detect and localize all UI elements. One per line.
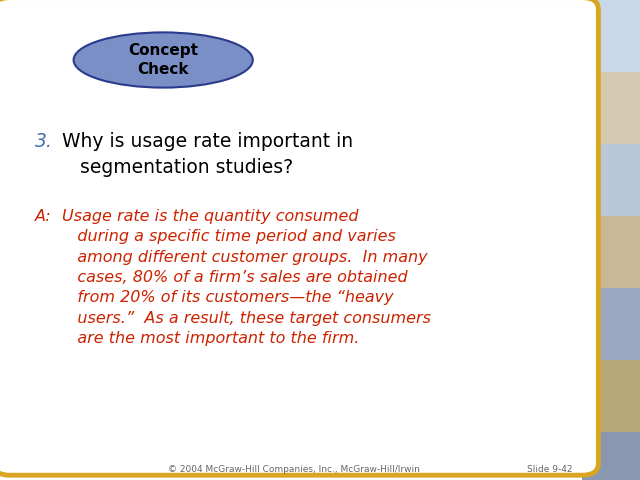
Text: Concept
Check: Concept Check — [128, 43, 198, 77]
Text: Usage rate is the quantity consumed
   during a specific time period and varies
: Usage rate is the quantity consumed duri… — [62, 209, 431, 346]
FancyBboxPatch shape — [582, 0, 640, 72]
FancyBboxPatch shape — [582, 360, 640, 432]
Text: © 2004 McGraw-Hill Companies, Inc., McGraw-Hill/Irwin: © 2004 McGraw-Hill Companies, Inc., McGr… — [168, 465, 420, 474]
FancyBboxPatch shape — [582, 288, 640, 360]
Text: A:: A: — [35, 209, 52, 224]
Ellipse shape — [74, 33, 253, 88]
FancyBboxPatch shape — [582, 144, 640, 216]
Text: Slide 9-42: Slide 9-42 — [527, 465, 573, 474]
Text: Why is usage rate important in
   segmentation studies?: Why is usage rate important in segmentat… — [62, 132, 353, 177]
FancyBboxPatch shape — [582, 72, 640, 144]
FancyBboxPatch shape — [0, 0, 598, 475]
FancyBboxPatch shape — [582, 432, 640, 480]
Text: 3.: 3. — [35, 132, 53, 151]
FancyBboxPatch shape — [582, 216, 640, 288]
